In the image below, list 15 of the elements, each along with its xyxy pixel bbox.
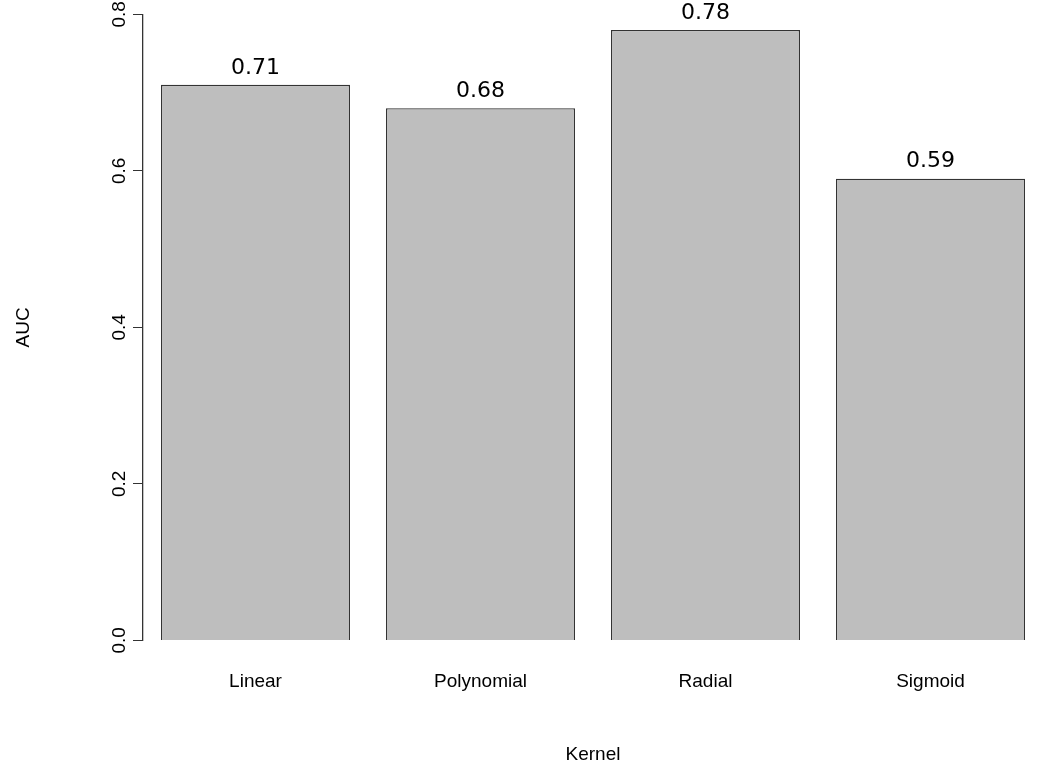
y-tick-label: 0.2 bbox=[107, 470, 129, 498]
x-tick-label: Sigmoid bbox=[896, 670, 965, 692]
y-tick-label: 0.0 bbox=[107, 627, 129, 654]
data-label: 0.71 bbox=[231, 53, 280, 79]
y-tick-label: 0.4 bbox=[107, 313, 129, 341]
data-label: 0.78 bbox=[681, 0, 730, 24]
y-tick-label: 0.8 bbox=[107, 1, 129, 28]
y-axis-title: AUC bbox=[11, 307, 33, 348]
x-tick-label: Polynomial bbox=[434, 670, 527, 692]
x-tick-label: Radial bbox=[678, 670, 733, 692]
data-label: 0.68 bbox=[456, 77, 505, 103]
y-tick-label: 0.6 bbox=[107, 157, 129, 185]
x-axis-title: Kernel bbox=[565, 742, 621, 764]
data-label: 0.59 bbox=[906, 147, 955, 173]
x-tick-label: Linear bbox=[229, 670, 283, 692]
